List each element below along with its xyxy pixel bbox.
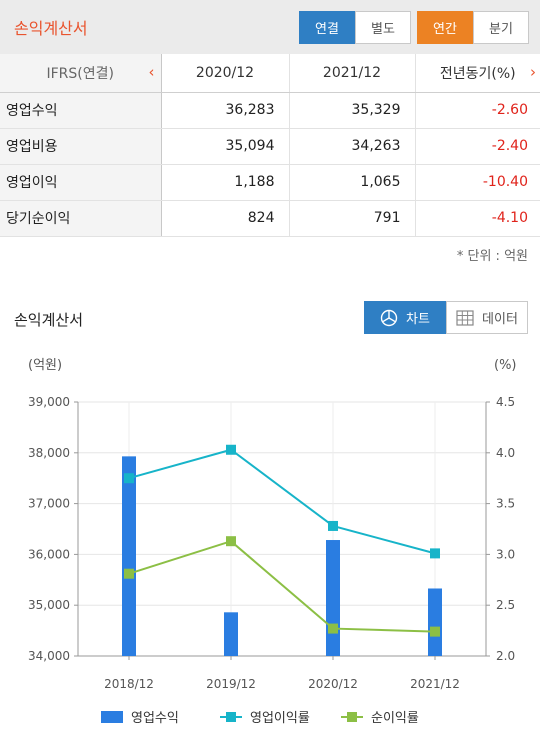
period-quarter-button[interactable]: 분기 bbox=[473, 11, 529, 44]
x-tick-label: 2019/12 bbox=[206, 677, 256, 691]
column-header-yoy: 전년동기(%) › bbox=[415, 54, 540, 93]
y-tick-label-right: 3.5 bbox=[496, 497, 515, 511]
bar-revenue bbox=[224, 612, 238, 656]
x-tick-label: 2020/12 bbox=[308, 677, 358, 691]
row-label: 영업이익 bbox=[0, 164, 162, 201]
basis-consolidated-button[interactable]: 연결 bbox=[299, 11, 355, 44]
cell-yoy: -4.10 bbox=[415, 200, 540, 237]
chart-view-label: 차트 bbox=[406, 312, 430, 327]
table-row: 영업수익 36,283 35,329 -2.60 bbox=[0, 92, 540, 129]
y-tick-label-left: 35,000 bbox=[28, 598, 70, 612]
bar-revenue bbox=[428, 588, 442, 656]
y-tick-label-left: 38,000 bbox=[28, 446, 70, 460]
y-tick-label-left: 39,000 bbox=[28, 395, 70, 409]
bar-revenue bbox=[326, 540, 340, 656]
legend-label-revenue: 영업수익 bbox=[131, 711, 179, 726]
data-view-button[interactable]: 데이터 bbox=[446, 301, 528, 334]
column-header-2020: 2020/12 bbox=[161, 54, 290, 93]
ifrs-label: IFRS(연결) bbox=[46, 65, 114, 82]
legend-swatch-net bbox=[347, 712, 357, 722]
cell-yoy: -2.40 bbox=[415, 128, 540, 165]
legend-label-net: 순이익률 bbox=[371, 711, 419, 726]
chevron-right-icon[interactable]: › bbox=[530, 63, 536, 81]
point-net-margin bbox=[430, 626, 440, 637]
table-header-row: IFRS(연결) ‹ 2020/12 2021/12 전년동기(%) › bbox=[0, 54, 540, 93]
table-row: 영업이익 1,188 1,065 -10.40 bbox=[0, 164, 540, 201]
point-operating-margin bbox=[430, 548, 440, 559]
table-grid-icon bbox=[456, 309, 474, 327]
cell-value: 35,329 bbox=[289, 92, 416, 129]
x-tick-label: 2021/12 bbox=[410, 677, 460, 691]
period-annual-button[interactable]: 연간 bbox=[417, 11, 473, 44]
x-tick-label: 2018/12 bbox=[104, 677, 154, 691]
point-operating-margin bbox=[328, 520, 338, 531]
point-net-margin bbox=[226, 536, 236, 547]
unit-note: * 단위 : 억원 bbox=[456, 249, 528, 264]
point-net-margin bbox=[328, 623, 338, 634]
column-header-2021: 2021/12 bbox=[289, 54, 416, 93]
row-label: 영업비용 bbox=[0, 128, 162, 165]
line-operating-margin bbox=[128, 448, 436, 555]
y-tick-label-left: 36,000 bbox=[28, 547, 70, 561]
legend-swatch-revenue bbox=[101, 711, 123, 723]
chart-view-button[interactable]: 차트 bbox=[364, 301, 446, 334]
combo-chart: (억원) (%) 39,000 38,000 37,000 36,000 35,000 34,… bbox=[28, 358, 517, 726]
line-net-margin bbox=[128, 540, 436, 633]
income-statement-table: IFRS(연결) ‹ 2020/12 2021/12 전년동기(%) › 영업수… bbox=[0, 54, 540, 237]
top-bar: 손익계산서 연결 별도 연간 분기 bbox=[0, 0, 540, 54]
legend-swatch-margin bbox=[226, 712, 236, 722]
cell-value: 824 bbox=[161, 200, 290, 237]
basis-separate-button[interactable]: 별도 bbox=[355, 11, 411, 44]
y-tick-label-right: 3.0 bbox=[496, 547, 515, 561]
table-row: 당기순이익 824 791 -4.10 bbox=[0, 200, 540, 237]
y-axis-right-label: (%) bbox=[494, 358, 517, 373]
row-label: 영업수익 bbox=[0, 92, 162, 129]
point-operating-margin bbox=[226, 444, 236, 455]
table-corner-cell: IFRS(연결) ‹ bbox=[0, 54, 162, 93]
chevron-left-icon[interactable]: ‹ bbox=[148, 63, 155, 81]
cell-yoy: -2.60 bbox=[415, 92, 540, 129]
data-view-label: 데이터 bbox=[482, 312, 518, 327]
basis-toggle: 연결 별도 bbox=[299, 11, 411, 44]
point-net-margin bbox=[124, 568, 134, 579]
yoy-label: 전년동기(%) bbox=[439, 65, 516, 82]
page-title: 손익계산서 bbox=[14, 19, 88, 38]
cell-value: 36,283 bbox=[161, 92, 290, 129]
row-label: 당기순이익 bbox=[0, 200, 162, 237]
y-tick-label-right: 4.5 bbox=[496, 395, 515, 409]
pie-chart-icon bbox=[380, 309, 398, 327]
cell-value: 1,188 bbox=[161, 164, 290, 201]
cell-value: 34,263 bbox=[289, 128, 416, 165]
y-axis-left-label: (억원) bbox=[28, 358, 62, 373]
period-toggle: 연간 분기 bbox=[417, 11, 529, 44]
table-row: 영업비용 35,094 34,263 -2.40 bbox=[0, 128, 540, 165]
view-toggle: 차트 데이터 bbox=[364, 301, 528, 334]
bar-revenue bbox=[122, 456, 136, 656]
cell-value: 1,065 bbox=[289, 164, 416, 201]
y-tick-label-left: 37,000 bbox=[28, 497, 70, 511]
chart-section-title: 손익계산서 bbox=[14, 311, 84, 329]
y-tick-label-right: 4.0 bbox=[496, 446, 515, 460]
cell-yoy: -10.40 bbox=[415, 164, 540, 201]
y-tick-label-right: 2.5 bbox=[496, 598, 515, 612]
cell-value: 791 bbox=[289, 200, 416, 237]
point-operating-margin bbox=[124, 473, 134, 484]
y-tick-label-left: 34,000 bbox=[28, 649, 70, 663]
legend-label-margin: 영업이익률 bbox=[250, 711, 310, 726]
income-chart: (억원) (%) 39,000 38,000 37,000 36,000 35,000 34,… bbox=[0, 345, 540, 740]
y-tick-label-right: 2.0 bbox=[496, 649, 515, 663]
cell-value: 35,094 bbox=[161, 128, 290, 165]
